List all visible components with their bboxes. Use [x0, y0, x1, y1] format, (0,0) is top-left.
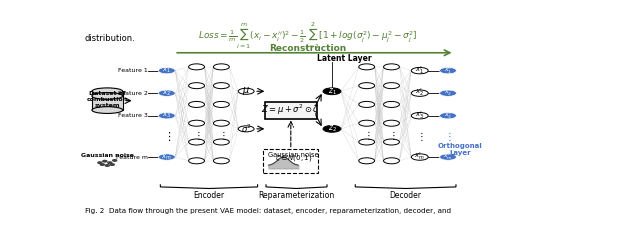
Text: $x_m$: $x_m$	[161, 152, 172, 162]
Text: $x_1''$: $x_1''$	[444, 65, 452, 76]
FancyBboxPatch shape	[92, 91, 123, 110]
Text: $\zeta \in N(0, 1)$: $\zeta \in N(0, 1)$	[275, 153, 312, 163]
Circle shape	[189, 83, 205, 89]
Text: $\mathit{Loss} = \frac{1}{m}\sum_{i=1}^{m}(x_i - x_i^{\prime\prime})^2 - \frac{1: $\mathit{Loss} = \frac{1}{m}\sum_{i=1}^{…	[198, 20, 418, 51]
Circle shape	[359, 83, 374, 89]
FancyBboxPatch shape	[263, 149, 318, 173]
Text: Feature 2: Feature 2	[118, 91, 148, 96]
Circle shape	[213, 120, 229, 126]
Text: $x_3'$: $x_3'$	[415, 110, 424, 122]
Text: $\vdots$: $\vdots$	[363, 129, 371, 142]
Circle shape	[98, 162, 102, 163]
Circle shape	[189, 158, 205, 164]
Circle shape	[359, 158, 374, 164]
Circle shape	[106, 165, 109, 166]
Circle shape	[189, 64, 205, 70]
Circle shape	[440, 90, 456, 96]
Text: Orthogonal
Layer: Orthogonal Layer	[438, 143, 483, 156]
Text: $x_3$: $x_3$	[163, 111, 172, 120]
Circle shape	[213, 64, 229, 70]
Circle shape	[100, 164, 104, 165]
Circle shape	[440, 67, 456, 74]
Circle shape	[383, 83, 399, 89]
Ellipse shape	[92, 107, 123, 113]
Circle shape	[359, 120, 374, 126]
Ellipse shape	[92, 88, 123, 95]
Circle shape	[213, 83, 229, 89]
Circle shape	[213, 158, 229, 164]
Circle shape	[383, 120, 399, 126]
Text: Encoder: Encoder	[193, 191, 225, 200]
Text: Latent Layer: Latent Layer	[317, 54, 372, 63]
Circle shape	[412, 67, 428, 74]
Circle shape	[412, 154, 428, 160]
Text: $\sigma^2$: $\sigma^2$	[241, 123, 252, 135]
Text: $x_1$: $x_1$	[163, 66, 172, 75]
Text: $\vdots$: $\vdots$	[193, 129, 200, 142]
Text: $\vdots$: $\vdots$	[416, 130, 424, 143]
Text: $\mu$: $\mu$	[242, 85, 250, 97]
Text: $x_m''$: $x_m''$	[443, 152, 453, 162]
Circle shape	[113, 160, 116, 161]
Ellipse shape	[92, 92, 123, 99]
Text: Reconstruction: Reconstruction	[269, 44, 347, 52]
Circle shape	[440, 112, 456, 119]
Circle shape	[238, 126, 254, 132]
Circle shape	[189, 139, 205, 145]
Text: $x_2$: $x_2$	[163, 89, 172, 98]
Text: $\vdots$: $\vdots$	[388, 129, 395, 142]
Circle shape	[383, 139, 399, 145]
Circle shape	[213, 102, 229, 107]
Circle shape	[189, 102, 205, 107]
Circle shape	[158, 154, 175, 160]
Text: Dataset of
combustion
system: Dataset of combustion system	[86, 92, 128, 108]
Text: $\vdots$: $\vdots$	[163, 130, 171, 143]
Circle shape	[189, 120, 205, 126]
Text: Feature 3: Feature 3	[118, 113, 148, 118]
Circle shape	[412, 90, 428, 96]
Text: Fig. 2  Data flow through the present VAE model: dataset, encoder, reparameteriz: Fig. 2 Data flow through the present VAE…	[85, 208, 451, 214]
Circle shape	[103, 160, 107, 162]
Text: $x_1'$: $x_1'$	[415, 65, 424, 77]
Circle shape	[383, 158, 399, 164]
Circle shape	[359, 64, 374, 70]
Circle shape	[383, 102, 399, 107]
Circle shape	[158, 112, 175, 119]
Circle shape	[158, 90, 175, 96]
FancyBboxPatch shape	[265, 102, 317, 119]
Circle shape	[110, 164, 114, 165]
Circle shape	[383, 64, 399, 70]
Text: $Z = \mu + \sigma^2 \odot \zeta$: $Z = \mu + \sigma^2 \odot \zeta$	[261, 103, 320, 117]
Circle shape	[440, 154, 456, 160]
Circle shape	[323, 88, 341, 95]
Circle shape	[108, 162, 112, 163]
Text: $x_m'$: $x_m'$	[414, 151, 425, 163]
Circle shape	[412, 112, 428, 119]
Circle shape	[359, 102, 374, 107]
Text: $z_2$: $z_2$	[328, 124, 337, 134]
Text: $\vdots$: $\vdots$	[444, 130, 452, 143]
Text: Feature 1: Feature 1	[118, 68, 148, 73]
Text: $z_1$: $z_1$	[328, 86, 337, 97]
Text: distribution.: distribution.	[85, 34, 136, 43]
Text: Gaussian noise: Gaussian noise	[268, 152, 319, 158]
Text: $x_2''$: $x_2''$	[444, 88, 452, 98]
Circle shape	[359, 139, 374, 145]
Circle shape	[323, 125, 341, 132]
Text: $x_3''$: $x_3''$	[444, 111, 452, 121]
Text: Reparameterization: Reparameterization	[259, 191, 335, 200]
Circle shape	[213, 139, 229, 145]
Text: Decoder: Decoder	[390, 191, 422, 200]
Text: Feature m: Feature m	[116, 154, 148, 160]
Text: $\vdots$: $\vdots$	[218, 129, 225, 142]
Circle shape	[238, 88, 254, 94]
Text: Gaussian noise: Gaussian noise	[81, 153, 134, 158]
Text: $x_2'$: $x_2'$	[415, 87, 424, 99]
Circle shape	[158, 67, 175, 74]
